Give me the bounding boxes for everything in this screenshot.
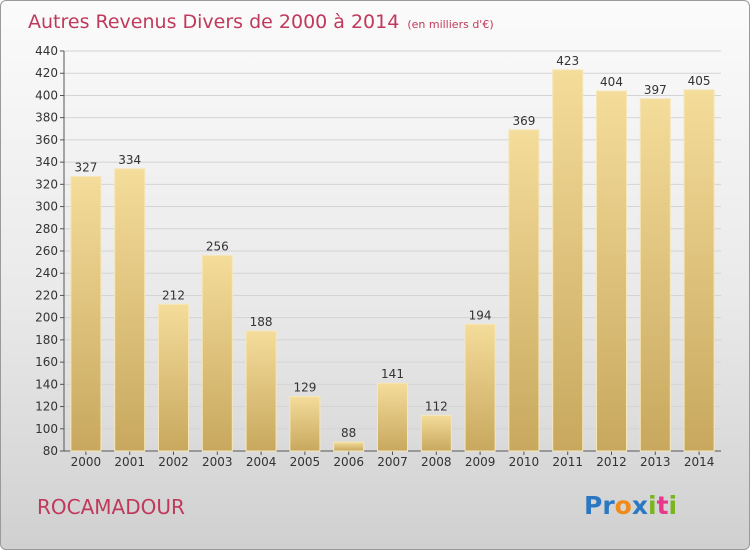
- data-label: 188: [250, 315, 273, 329]
- x-tick-label: 2001: [114, 455, 145, 469]
- bar: [683, 89, 715, 452]
- x-tick-label: 2002: [158, 455, 189, 469]
- x-tick-label: 2004: [246, 455, 277, 469]
- y-tick-label: 260: [35, 244, 58, 258]
- bar: [464, 323, 496, 452]
- bar: [289, 396, 321, 452]
- data-label: 256: [206, 239, 229, 253]
- x-tick-label: 2014: [684, 455, 715, 469]
- data-label: 112: [425, 399, 448, 413]
- data-label: 88: [341, 426, 356, 440]
- logo-letter: x: [631, 491, 648, 520]
- logo-letter: o: [614, 491, 632, 520]
- y-tick-label: 320: [35, 177, 58, 191]
- logo-letter: i: [668, 491, 678, 520]
- data-label: 423: [556, 54, 579, 68]
- data-label: 141: [381, 367, 404, 381]
- y-tick-label: 140: [35, 377, 58, 391]
- bar: [377, 382, 408, 452]
- x-tick-label: 2009: [465, 455, 496, 469]
- bar: [596, 90, 627, 452]
- y-tick-label: 220: [35, 288, 58, 302]
- bar: [158, 303, 189, 452]
- y-tick-label: 160: [35, 355, 58, 369]
- place-name: ROCAMADOUR: [37, 495, 185, 519]
- logo-letter: i: [648, 491, 657, 520]
- chart-title: Autres Revenus Divers de 2000 à 2014: [28, 11, 400, 33]
- x-tick-label: 2010: [509, 455, 540, 469]
- x-tick-label: 2006: [333, 455, 364, 469]
- bar: [70, 176, 102, 452]
- data-label: 129: [293, 381, 316, 395]
- data-label: 404: [600, 75, 623, 89]
- x-tick-label: 2013: [640, 455, 671, 469]
- x-tick-label: 2012: [596, 455, 627, 469]
- y-tick-label: 440: [35, 44, 58, 58]
- logo-letter: P: [584, 491, 603, 520]
- data-label: 327: [74, 161, 97, 175]
- data-label: 397: [644, 83, 667, 97]
- x-tick-label: 2008: [421, 455, 452, 469]
- y-tick-label: 180: [35, 333, 58, 347]
- bar: [552, 69, 584, 452]
- bar: [245, 330, 277, 452]
- y-tick-label: 300: [35, 200, 58, 214]
- y-tick-label: 360: [35, 133, 58, 147]
- data-label: 194: [469, 308, 492, 322]
- bar: [508, 129, 540, 452]
- logo-letter: r: [602, 491, 615, 520]
- data-label: 212: [162, 288, 185, 302]
- x-tick-label: 2005: [290, 455, 321, 469]
- x-tick-label: 2007: [377, 455, 408, 469]
- bar: [201, 254, 233, 452]
- x-tick-label: 2000: [71, 455, 102, 469]
- data-label: 334: [118, 153, 141, 167]
- x-tick-label: 2003: [202, 455, 233, 469]
- x-tick-label: 2011: [552, 455, 583, 469]
- chart-subtitle: (en milliers d'€): [407, 18, 494, 31]
- bar: [639, 98, 671, 452]
- y-tick-label: 340: [35, 155, 58, 169]
- bar: [420, 414, 452, 452]
- y-tick-label: 420: [35, 66, 58, 80]
- y-tick-label: 120: [35, 400, 58, 414]
- y-tick-label: 200: [35, 311, 58, 325]
- labels: 80 100 120 140 160 180 200 220 240 260 280 300 320 34…: [35, 44, 714, 469]
- bars: [70, 69, 715, 452]
- proxiti-logo: Proxiti: [584, 491, 677, 520]
- y-tick-label: 100: [35, 422, 58, 436]
- bar: [114, 168, 146, 452]
- data-label: 369: [512, 114, 535, 128]
- bar: [333, 441, 365, 452]
- logo-letter: t: [656, 491, 669, 520]
- data-label: 405: [688, 74, 711, 88]
- y-tick-label: 280: [35, 222, 58, 236]
- y-tick-label: 240: [35, 266, 58, 280]
- chart-title-block: Autres Revenus Divers de 2000 à 2014 (en …: [28, 11, 494, 33]
- y-tick-label: 400: [35, 88, 58, 102]
- y-tick-label: 80: [43, 444, 58, 458]
- y-tick-label: 380: [35, 111, 58, 125]
